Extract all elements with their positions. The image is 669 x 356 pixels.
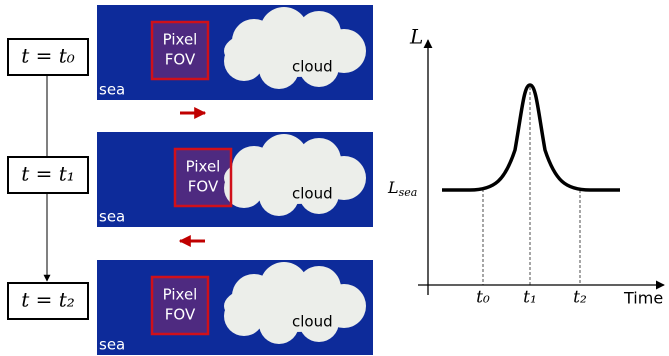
pixel-label: FOV: [165, 51, 196, 69]
cloud-label: cloud: [292, 313, 333, 331]
time-label: t = t₂: [21, 288, 75, 312]
graph: L Lsea t₀ t₁ t₂ Time: [387, 25, 664, 308]
pixel-label: FOV: [188, 178, 219, 196]
pixel-label: Pixel: [163, 31, 198, 49]
pixel-label: FOV: [165, 306, 196, 324]
time-label: t = t₁: [21, 162, 75, 186]
scene-panel: Pixel FOV cloud sea: [97, 260, 373, 355]
x-tick-label: t₀: [476, 288, 490, 308]
cloud-label: cloud: [292, 185, 333, 203]
pixel-label: Pixel: [163, 286, 198, 304]
x-label: Time: [623, 289, 663, 308]
sea-label: sea: [99, 336, 125, 354]
scene-panel: Pixel FOV cloud sea: [97, 132, 373, 227]
x-tick-label: t₁: [523, 288, 537, 308]
level-label: Lsea: [387, 178, 417, 200]
time-label: t = t₀: [21, 44, 75, 68]
y-label: L: [409, 25, 423, 49]
diagram: t = t₀t = t₁t = t₂ PixelFOVcloudseaPixel…: [0, 0, 669, 356]
sea-label: sea: [99, 208, 125, 226]
scene-panel: Pixel FOV cloud sea: [97, 5, 373, 100]
radiance-curve: [442, 85, 620, 190]
x-tick-label: t₂: [573, 288, 587, 308]
cloud-label: cloud: [292, 58, 333, 76]
pixel-label: Pixel: [186, 158, 221, 176]
sea-label: sea: [99, 81, 125, 99]
